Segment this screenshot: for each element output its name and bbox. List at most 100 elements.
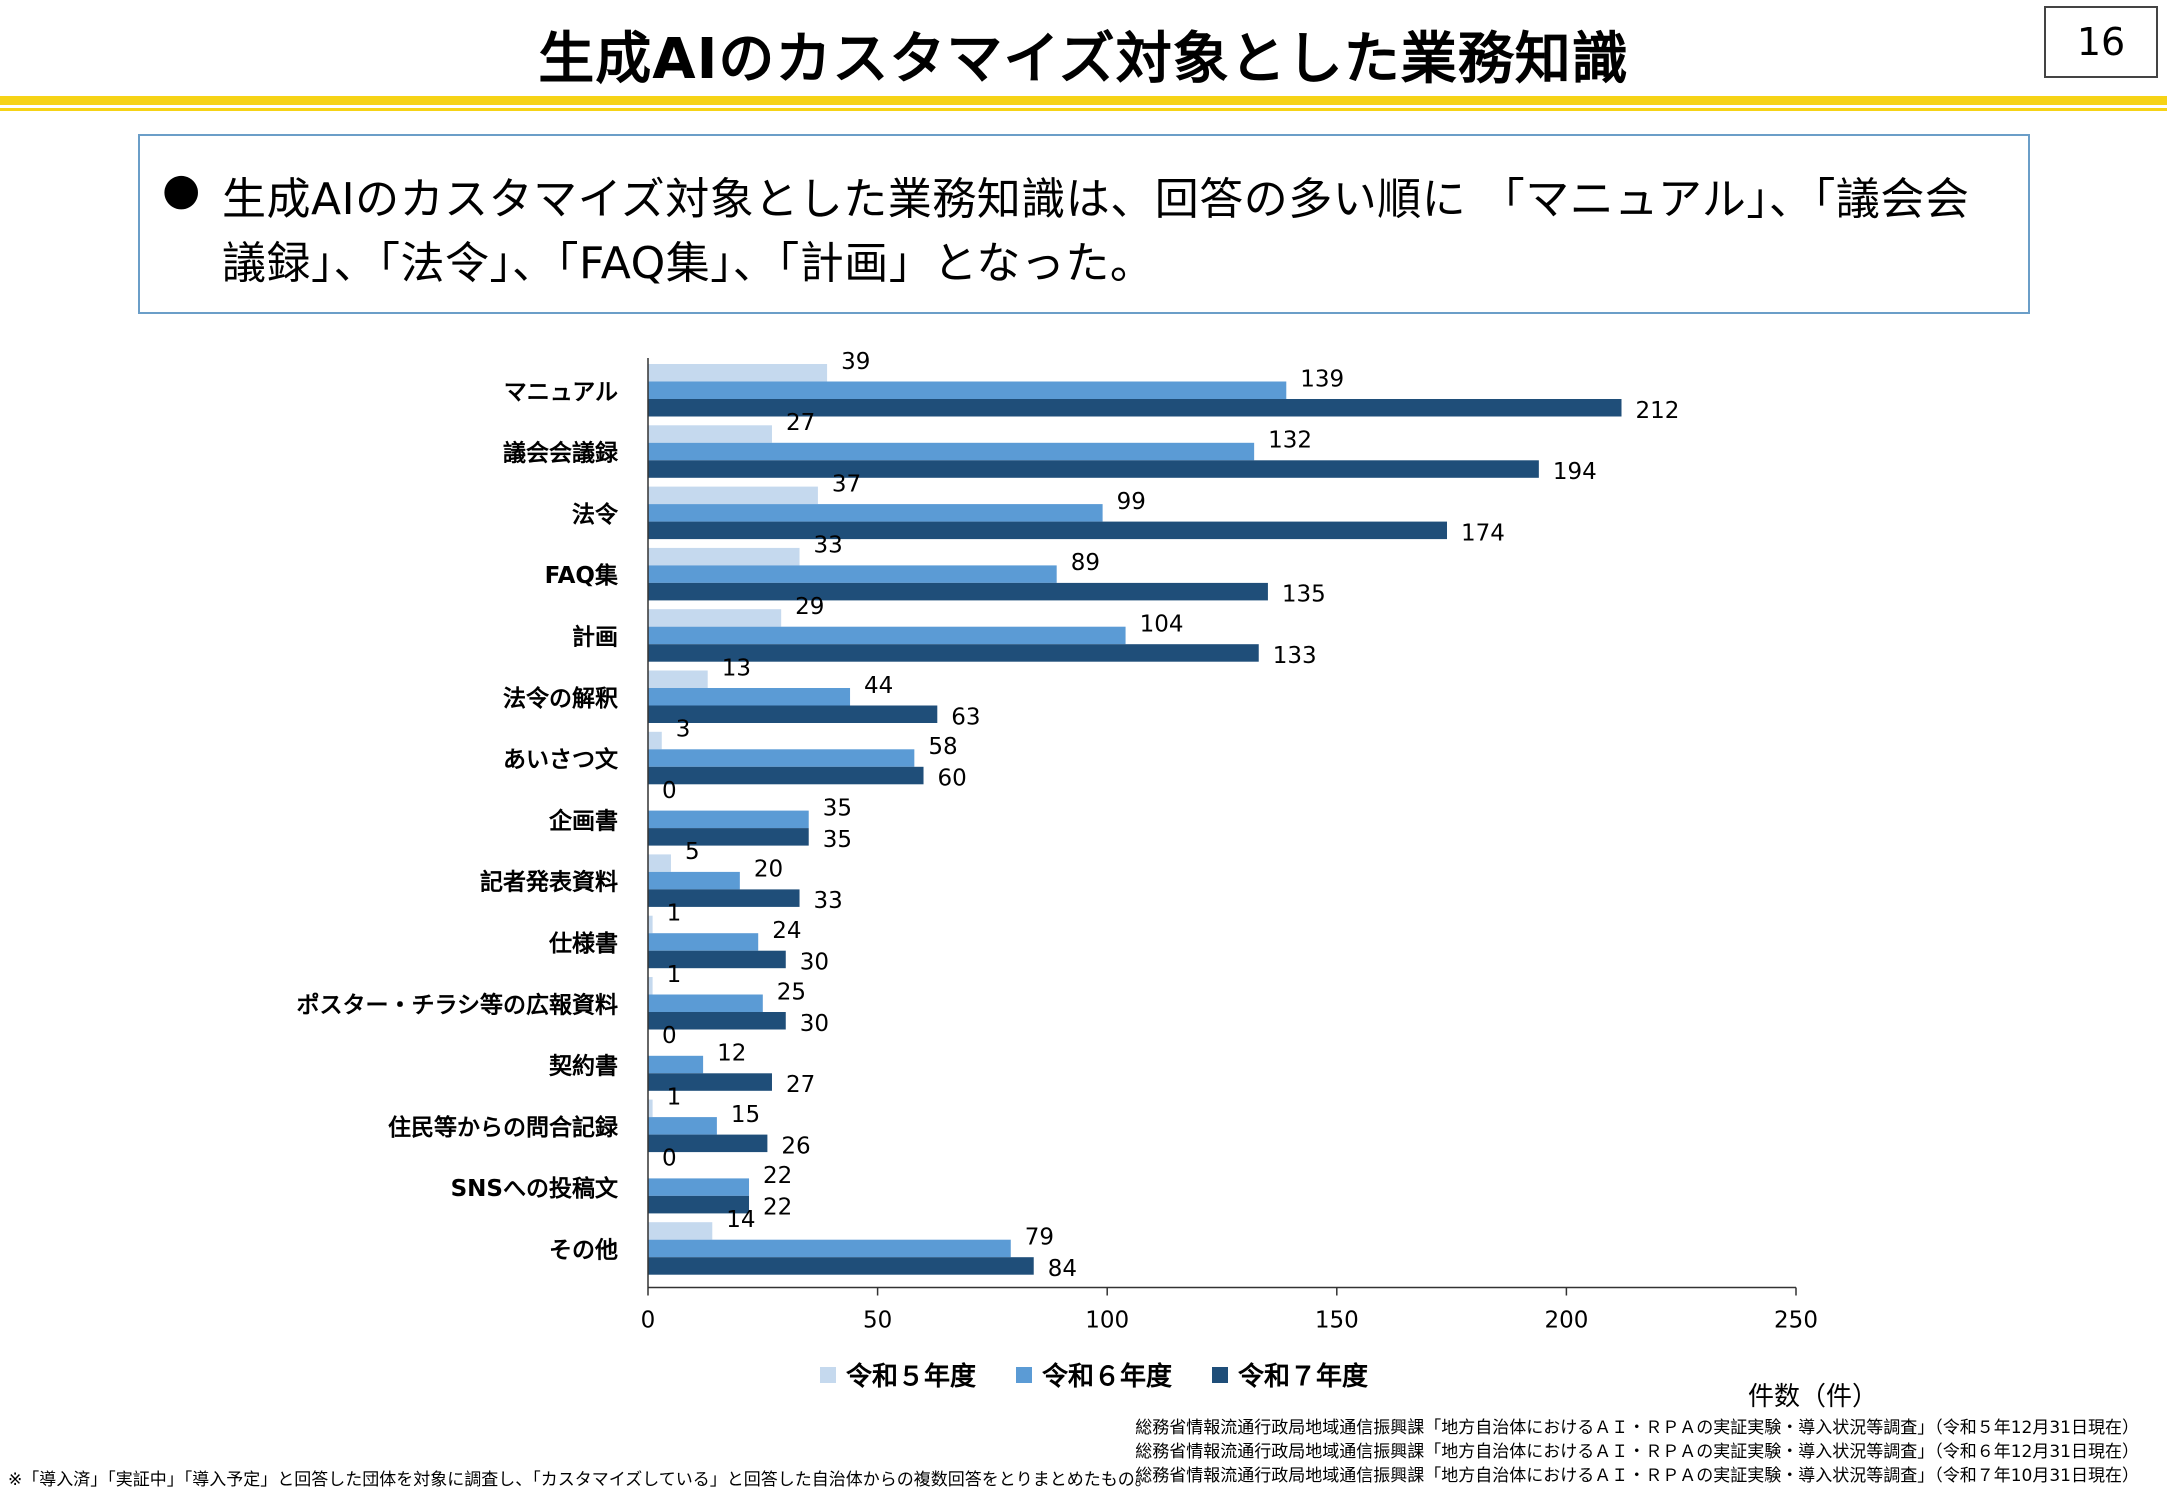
legend-label-r7: 令和７年度 xyxy=(1238,1362,1369,1392)
data-label: 13 xyxy=(722,655,751,681)
bar xyxy=(648,950,786,969)
legend-swatch-r5 xyxy=(820,1366,836,1383)
bar xyxy=(648,854,671,872)
data-label: 0 xyxy=(662,778,677,804)
page-title: 生成AIのカスタマイズ対象とした業務知識 xyxy=(538,27,1629,92)
data-label: 33 xyxy=(814,533,843,559)
data-label: 1 xyxy=(667,900,682,926)
bar xyxy=(648,1178,750,1196)
bar xyxy=(648,442,1255,461)
bar xyxy=(648,688,851,706)
bar xyxy=(648,889,800,907)
bar xyxy=(648,1222,713,1240)
x-tick-label: 50 xyxy=(863,1308,892,1334)
data-label: 30 xyxy=(800,949,829,975)
category-label: マニュアル xyxy=(504,379,618,405)
data-label: 89 xyxy=(1071,550,1100,576)
data-label: 15 xyxy=(731,1102,760,1128)
bar xyxy=(648,977,653,995)
footnote: ※「導入済」「実証中」「導入予定」と回答した団体を対象に調査し、「カスタマイズし… xyxy=(8,1470,1152,1490)
x-tick-label: 100 xyxy=(1085,1308,1129,1334)
bar xyxy=(648,1055,704,1074)
data-label: 84 xyxy=(1048,1256,1077,1282)
bar xyxy=(648,364,828,382)
summary-text: 生成AIのカスタマイズ対象とした業務知識は、回答の多い順に 「マニュアル」、「議… xyxy=(222,174,1970,289)
data-label: 194 xyxy=(1553,459,1597,485)
bar xyxy=(648,460,1539,478)
data-label: 29 xyxy=(795,594,824,620)
bar xyxy=(648,933,759,951)
data-label: 35 xyxy=(823,827,852,853)
category-label: 仕様書 xyxy=(548,930,618,957)
bar xyxy=(648,486,818,505)
legend-item-r6: 令和６年度 xyxy=(1016,1356,1172,1393)
bar xyxy=(648,810,809,829)
data-label: 37 xyxy=(832,471,861,497)
bar xyxy=(648,766,924,785)
x-tick-label: 250 xyxy=(1774,1308,1818,1334)
category-label: 記者発表資料 xyxy=(480,869,618,896)
data-label: 63 xyxy=(951,704,980,730)
bar xyxy=(648,749,915,767)
bar xyxy=(648,1117,717,1135)
data-label: 35 xyxy=(823,795,852,821)
bar xyxy=(648,626,1126,645)
category-label: ポスター・チラシ等の広報資料 xyxy=(296,991,618,1018)
data-label: 133 xyxy=(1273,643,1317,669)
data-label: 104 xyxy=(1140,611,1184,637)
data-label: 79 xyxy=(1025,1224,1054,1250)
x-axis-label: 件数（件） xyxy=(1748,1382,1879,1412)
bar xyxy=(648,547,800,566)
x-tick-label: 150 xyxy=(1315,1308,1359,1334)
category-label: あいさつ文 xyxy=(503,746,619,773)
data-label: 212 xyxy=(1636,398,1680,424)
bar xyxy=(648,1195,750,1214)
data-label: 27 xyxy=(786,410,815,436)
x-tick-label: 0 xyxy=(641,1308,656,1334)
title-underline xyxy=(0,96,2167,105)
data-label: 25 xyxy=(777,979,806,1005)
bar xyxy=(648,1012,786,1030)
bar xyxy=(648,399,1622,417)
category-label: その他 xyxy=(549,1237,618,1263)
data-label: 60 xyxy=(938,766,967,792)
bar xyxy=(648,828,809,846)
bar xyxy=(648,1073,772,1091)
data-label: 12 xyxy=(717,1041,746,1067)
data-label: 26 xyxy=(781,1133,810,1159)
bullet-icon: ● xyxy=(162,164,201,215)
data-label: 20 xyxy=(754,857,783,883)
data-label: 24 xyxy=(772,918,801,944)
bar xyxy=(648,644,1259,662)
data-label: 135 xyxy=(1282,582,1326,608)
source-note: 総務省情報流通行政局地域通信振興課「地方自治体におけるＡＩ・ＲＰＡの実証実験・導… xyxy=(1135,1418,2139,1438)
source-notes: 総務省情報流通行政局地域通信振興課「地方自治体におけるＡＩ・ＲＰＡの実証実験・導… xyxy=(1135,1416,2139,1488)
data-label: 30 xyxy=(800,1011,829,1037)
data-label: 3 xyxy=(676,717,691,743)
legend-item-r5: 令和５年度 xyxy=(820,1356,976,1393)
bar xyxy=(648,565,1057,583)
legend-item-r7: 令和７年度 xyxy=(1212,1356,1368,1393)
page-number: 16 xyxy=(2044,6,2158,78)
bar xyxy=(648,705,938,723)
bar xyxy=(648,1099,653,1118)
data-label: 22 xyxy=(763,1163,792,1189)
legend-label-r5: 令和５年度 xyxy=(846,1362,977,1392)
data-label: 0 xyxy=(662,1146,677,1172)
category-label: FAQ集 xyxy=(545,562,619,589)
category-label: 計画 xyxy=(572,623,618,650)
bar xyxy=(648,1257,1034,1275)
bar xyxy=(648,582,1268,601)
data-label: 174 xyxy=(1461,520,1505,546)
data-label: 99 xyxy=(1117,489,1146,515)
category-label: SNSへの投稿文 xyxy=(451,1175,619,1202)
bar xyxy=(648,915,653,934)
bar xyxy=(648,1239,1011,1258)
category-label: 住民等からの問合記録 xyxy=(388,1114,619,1141)
source-note: 総務省情報流通行政局地域通信振興課「地方自治体におけるＡＩ・ＲＰＡの実証実験・導… xyxy=(1135,1466,2139,1486)
chart-legend: 令和５年度 令和６年度 令和７年度 xyxy=(820,1356,1368,1393)
data-label: 22 xyxy=(763,1195,792,1221)
bar xyxy=(648,670,708,688)
bar xyxy=(648,731,662,750)
